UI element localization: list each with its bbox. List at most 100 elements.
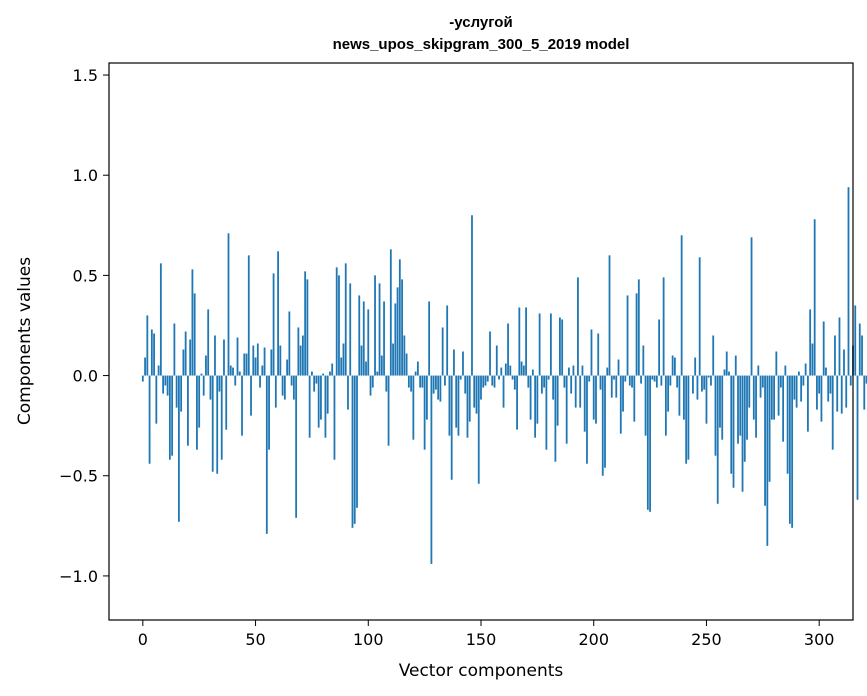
bar-180 <box>547 375 550 380</box>
bar-203 <box>599 375 602 390</box>
bar-216 <box>628 375 631 386</box>
bar-179 <box>545 375 548 450</box>
bar-305 <box>829 375 832 394</box>
chart-title-line1: -услугой <box>449 14 512 31</box>
bar-253 <box>712 335 715 376</box>
bar-235 <box>671 355 674 376</box>
bar-208 <box>610 375 613 398</box>
bar-221 <box>640 375 642 384</box>
bar-15 <box>175 375 178 408</box>
bar-156 <box>493 375 496 388</box>
bar-175 <box>536 375 539 424</box>
bar-11 <box>166 375 169 396</box>
bar-121 <box>414 371 417 376</box>
bar-232 <box>664 375 667 436</box>
bar-265 <box>739 375 742 436</box>
bar-37 <box>225 375 228 430</box>
bar-105 <box>378 283 381 376</box>
bar-64 <box>286 359 289 376</box>
bar-234 <box>669 375 672 386</box>
bar-30 <box>209 375 212 400</box>
bar-263 <box>734 355 737 376</box>
bar-237 <box>676 375 679 388</box>
bar-158 <box>498 375 500 380</box>
bar-258 <box>723 369 726 376</box>
bar-70 <box>299 345 302 376</box>
bar-185 <box>559 317 561 376</box>
bar-319 <box>861 335 863 376</box>
bar-83 <box>329 371 331 376</box>
bar-310 <box>840 375 843 414</box>
bar-135 <box>446 305 449 376</box>
y-axis-label: Components values <box>15 257 35 425</box>
bar-1 <box>144 357 146 376</box>
bar-100 <box>367 309 370 376</box>
bar-168 <box>520 361 523 376</box>
bar-36 <box>223 339 225 376</box>
bar-302 <box>822 321 825 376</box>
bar-279 <box>770 375 773 420</box>
bar-318 <box>858 323 861 376</box>
bar-174 <box>534 375 537 438</box>
bar-300 <box>818 375 821 394</box>
bar-106 <box>380 355 383 376</box>
bar-41 <box>234 375 237 386</box>
bar-86 <box>335 267 338 376</box>
bar-298 <box>813 219 816 376</box>
bar-262 <box>732 375 735 488</box>
bar-141 <box>459 375 462 380</box>
bar-9 <box>162 375 165 394</box>
bar-186 <box>561 319 564 376</box>
bar-291 <box>797 371 800 376</box>
bar-6 <box>155 375 158 424</box>
bar-76 <box>313 375 316 392</box>
y-tick-label: 0.5 <box>73 266 98 285</box>
bar-202 <box>597 333 600 376</box>
bar-155 <box>491 375 494 386</box>
bar-125 <box>423 375 426 450</box>
bar-313 <box>847 187 850 376</box>
bar-75 <box>311 371 313 376</box>
bar-167 <box>518 307 521 376</box>
bars <box>141 187 867 564</box>
bar-77 <box>315 375 318 384</box>
bar-224 <box>646 375 649 510</box>
bar-219 <box>635 293 638 376</box>
y-tick-label: 1.0 <box>73 166 98 185</box>
bar-173 <box>531 369 534 376</box>
bar-44 <box>241 375 243 436</box>
bar-192 <box>574 375 577 408</box>
bar-46 <box>245 353 248 376</box>
bar-4 <box>150 329 153 376</box>
bar-89 <box>342 343 345 376</box>
bar-194 <box>579 375 582 408</box>
bar-211 <box>617 359 620 376</box>
bar-97 <box>360 345 363 376</box>
bar-124 <box>421 375 424 388</box>
bar-151 <box>482 375 485 388</box>
bar-222 <box>642 345 645 376</box>
bar-169 <box>522 365 525 376</box>
bar-240 <box>683 375 685 420</box>
bar-112 <box>394 303 397 376</box>
bar-172 <box>529 375 532 420</box>
bar-274 <box>759 375 762 398</box>
bar-147 <box>473 375 476 408</box>
bar-165 <box>513 375 516 390</box>
bar-94 <box>353 375 356 524</box>
bar-2 <box>146 315 149 376</box>
bar-129 <box>432 375 435 394</box>
bar-114 <box>398 259 401 376</box>
bar-140 <box>457 375 460 436</box>
bar-93 <box>351 375 354 528</box>
x-tick-label: 300 <box>804 630 835 649</box>
bar-242 <box>687 375 690 460</box>
bar-71 <box>301 335 304 376</box>
bar-26 <box>200 373 203 376</box>
bar-217 <box>631 375 633 388</box>
bar-290 <box>795 375 798 408</box>
bar-270 <box>750 237 753 376</box>
bar-23 <box>193 293 196 376</box>
bar-218 <box>633 375 636 422</box>
